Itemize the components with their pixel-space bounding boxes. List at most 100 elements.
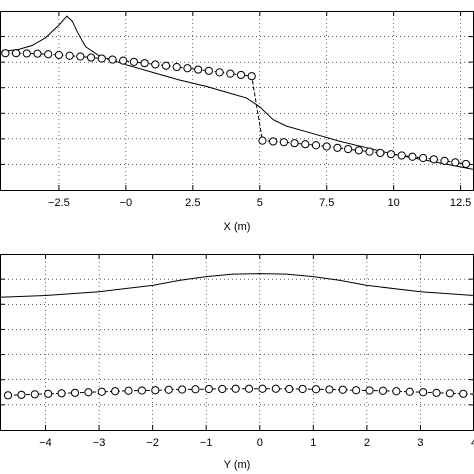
data-point-circle — [405, 387, 414, 396]
data-point-circle — [365, 386, 374, 395]
data-point-circle — [419, 388, 428, 397]
data-point-circle — [445, 389, 454, 398]
data-point-circle — [44, 389, 53, 398]
data-point-circle — [325, 385, 334, 394]
x-axis-label: Y (m) — [224, 459, 251, 471]
x-tick-label: 4 — [471, 437, 474, 449]
data-point-circle — [129, 57, 138, 66]
data-point-circle — [451, 158, 460, 167]
data-point-circle — [178, 385, 187, 394]
data-point-circle — [429, 155, 438, 164]
x-axis-label: X (m) — [224, 221, 251, 233]
data-point-circle — [44, 50, 53, 59]
data-point-circle — [33, 49, 42, 58]
data-point-circle — [290, 139, 299, 148]
series-group — [0, 15, 474, 170]
data-point-circle — [215, 68, 224, 77]
data-point-circle — [392, 387, 401, 396]
data-point-circle — [172, 62, 181, 72]
bottom-plot-panel: −4 −3 −2 −1 0 1 2 3 4 Y (m) — [0, 254, 474, 471]
data-point-circle — [30, 390, 39, 399]
plot-frame — [0, 254, 474, 431]
data-point-circle — [333, 143, 342, 152]
data-point-circle — [298, 384, 307, 394]
x-tick-label: 2.5 — [185, 197, 200, 209]
x-tick-label: 7.5 — [319, 197, 334, 209]
x-tick-label: −2 — [146, 437, 159, 449]
data-point-circle — [164, 385, 173, 394]
data-point-circle — [258, 136, 267, 145]
series-group — [0, 273, 474, 400]
top-plot-panel: −2.5 −0 2.5 5 7.5 10 12.5 X (m) — [0, 11, 474, 233]
data-point-circle — [419, 153, 428, 163]
data-point-circle — [231, 384, 240, 393]
data-point-circle — [191, 385, 200, 394]
x-tick-label: 5 — [257, 197, 263, 209]
data-point-circle — [301, 140, 310, 149]
data-point-circle — [22, 49, 31, 58]
data-point-circle — [1, 49, 10, 58]
x-tick-label: −1 — [200, 437, 213, 449]
data-point-circle — [111, 387, 120, 396]
data-point-circle — [269, 137, 278, 146]
data-point-circle — [218, 384, 227, 394]
data-point-circle — [70, 388, 80, 397]
data-point-circle — [236, 70, 246, 80]
data-point-circle — [204, 384, 213, 394]
data-point-circle — [151, 60, 160, 69]
data-point-circle — [322, 142, 331, 151]
data-point-circle — [247, 72, 256, 81]
x-tick-label: −3 — [93, 437, 106, 449]
series-line-dashed — [5, 52, 467, 165]
data-point-circle — [54, 50, 64, 60]
data-point-circle — [3, 391, 13, 400]
data-point-circle — [76, 52, 85, 61]
data-point-circle — [194, 65, 203, 74]
x-tick-label: 12.5 — [450, 197, 471, 209]
data-point-circle — [97, 54, 106, 63]
data-point-circle — [279, 138, 288, 147]
x-tick-label: −4 — [39, 437, 52, 449]
data-point-circle — [440, 156, 449, 165]
data-point-circle — [11, 49, 21, 58]
x-tick-label: 3 — [417, 437, 423, 449]
data-point-circle — [354, 146, 363, 155]
series-line-solid — [0, 273, 474, 298]
data-point-circle — [461, 159, 471, 169]
x-tick-label: 1 — [310, 437, 316, 449]
data-point-circle — [386, 150, 396, 159]
data-point-circle — [97, 387, 106, 396]
data-point-circle — [86, 53, 96, 62]
data-point-circle — [17, 390, 26, 399]
data-point-circle — [344, 144, 353, 154]
data-point-circle — [161, 61, 171, 70]
x-tick-label: −0 — [120, 197, 133, 209]
data-point-circle — [124, 386, 133, 395]
data-point-circle — [258, 384, 267, 393]
data-point-circle — [352, 386, 361, 395]
x-tick-label: 10 — [388, 197, 400, 209]
data-point-circle — [285, 384, 294, 394]
data-point-circle — [183, 64, 192, 73]
data-point-circle — [271, 384, 280, 393]
data-point-circle — [108, 55, 117, 64]
data-point-circle — [338, 385, 347, 394]
x-tick-label: −2.5 — [48, 197, 70, 209]
data-point-circle — [137, 386, 147, 395]
data-point-circle — [311, 141, 321, 150]
data-point-circle — [376, 148, 385, 158]
x-tick-label: 2 — [364, 437, 370, 449]
data-point-circle — [408, 152, 417, 161]
data-point-circle — [226, 69, 235, 78]
data-point-circle — [459, 389, 468, 398]
data-point-circle — [378, 386, 388, 395]
x-tick-label: 0 — [257, 437, 263, 449]
data-point-circle — [432, 388, 441, 397]
plot-frame — [0, 11, 474, 191]
data-point-circle — [244, 384, 254, 393]
data-point-circle — [365, 147, 374, 156]
data-point-circle — [140, 59, 149, 68]
data-point-circle — [119, 56, 128, 65]
data-point-circle — [397, 151, 406, 160]
